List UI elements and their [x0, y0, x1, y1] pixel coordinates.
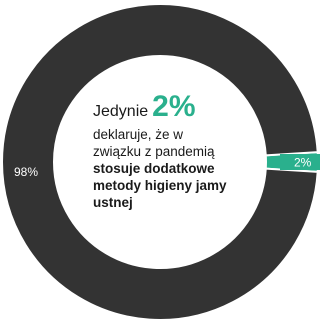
- center-bold-line-3: ustnej: [93, 195, 133, 210]
- center-headline: Jedynie 2%: [93, 90, 273, 124]
- slice-small-label: 2%: [294, 156, 312, 170]
- slice-large: [1, 3, 319, 321]
- center-lead: Jedynie: [93, 103, 149, 120]
- center-line-3: związku z pandemią: [93, 144, 215, 159]
- center-highlight: 2%: [152, 90, 196, 123]
- center-bold-line-2: metody higieny jamy: [93, 178, 227, 193]
- center-text: Jedynie 2% deklaruje, że w związku z pan…: [93, 90, 273, 211]
- center-bold-line-1: stosuje dodatkowe: [93, 161, 215, 176]
- center-line-2: deklaruje, że w: [93, 127, 184, 142]
- slice-large-label: 98%: [14, 165, 38, 179]
- slice-small-label-bg: [280, 154, 320, 170]
